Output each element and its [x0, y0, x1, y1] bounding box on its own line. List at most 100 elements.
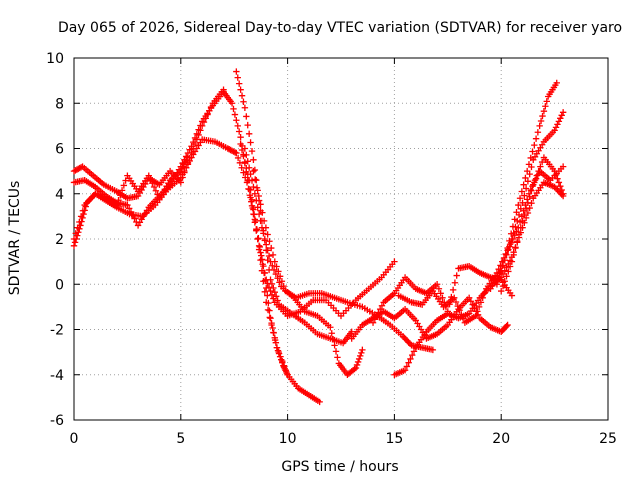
data-point [502, 250, 510, 258]
data-point [506, 237, 513, 245]
y-tick-label: -6 [50, 413, 64, 429]
data-point [120, 182, 128, 189]
data-point [202, 115, 209, 122]
data-point [193, 136, 201, 143]
data-point [329, 336, 337, 343]
data-point [499, 282, 507, 290]
data-point [266, 238, 273, 245]
data-point [188, 149, 195, 157]
data-point [282, 367, 290, 374]
data-point [150, 183, 158, 191]
y-tick-label: 8 [55, 96, 64, 112]
data-point [532, 135, 540, 142]
data-point [552, 124, 560, 131]
data-point [517, 205, 524, 213]
data-point [355, 355, 363, 363]
data-point [250, 167, 257, 175]
data-point [238, 92, 246, 99]
data-point [241, 158, 249, 166]
chart-title: Day 065 of 2026, Sidereal Day-to-day VTE… [58, 20, 622, 36]
data-point [521, 192, 528, 199]
data-point [251, 216, 259, 223]
data-point [204, 111, 211, 118]
data-point [250, 206, 257, 213]
data-point [195, 131, 202, 139]
data-point [77, 213, 85, 220]
data-point [237, 133, 244, 141]
data-point [273, 263, 280, 270]
data-point [527, 186, 534, 194]
data-point [375, 309, 382, 316]
data-point [508, 292, 516, 299]
data-point [401, 367, 409, 374]
data-point [353, 361, 361, 369]
data-point [263, 284, 270, 292]
data-point [331, 342, 338, 349]
data-point [371, 316, 379, 323]
data-point [266, 307, 273, 314]
data-point [234, 154, 242, 162]
data-point [233, 68, 240, 75]
data-point [454, 302, 461, 310]
data-point [378, 302, 386, 309]
data-point [435, 285, 443, 292]
data-point [184, 154, 191, 161]
data-point [516, 195, 524, 202]
data-point [79, 207, 87, 214]
data-point [444, 308, 451, 315]
data-point [76, 218, 83, 226]
data-point [72, 230, 79, 237]
data-point [270, 266, 278, 274]
data-point [531, 176, 539, 184]
data-point [235, 128, 243, 135]
series-track-4 [70, 154, 191, 243]
data-point [190, 145, 197, 152]
data-point [351, 365, 358, 373]
data-point [259, 209, 266, 216]
data-point [525, 161, 533, 168]
data-point [558, 112, 565, 119]
data-point [122, 177, 129, 184]
data-point [182, 164, 190, 171]
data-point [233, 149, 240, 157]
data-point [236, 159, 244, 167]
data-point [248, 196, 256, 203]
data-point [465, 294, 473, 302]
data-point [504, 244, 511, 252]
data-point [533, 172, 540, 179]
data-point [495, 275, 502, 282]
data-point [352, 364, 360, 372]
data-point [149, 179, 156, 187]
data-point [520, 181, 527, 188]
data-point [475, 303, 483, 311]
data-point [244, 121, 251, 129]
data-point [328, 330, 335, 337]
data-point [280, 282, 287, 290]
data-point [354, 358, 362, 366]
y-tick-label: 6 [55, 142, 64, 158]
data-point [559, 163, 567, 170]
data-point [129, 212, 136, 219]
data-point [526, 204, 533, 212]
data-point [271, 288, 278, 296]
data-point [263, 299, 270, 306]
data-point [275, 348, 282, 356]
data-point [251, 190, 259, 197]
y-tick-label: 10 [46, 51, 64, 67]
data-point [530, 181, 537, 188]
data-point [244, 158, 251, 165]
data-point [439, 294, 446, 302]
data-point [537, 117, 545, 125]
data-point [257, 249, 264, 256]
data-point [252, 176, 259, 183]
x-tick-label: 20 [492, 431, 510, 447]
data-point [264, 292, 271, 299]
data-point [77, 164, 85, 171]
data-point [369, 319, 377, 326]
data-point [559, 109, 567, 116]
data-point [316, 398, 323, 406]
data-point [269, 324, 276, 332]
data-point [522, 185, 530, 192]
data-point [242, 174, 249, 181]
data-point [433, 281, 441, 288]
